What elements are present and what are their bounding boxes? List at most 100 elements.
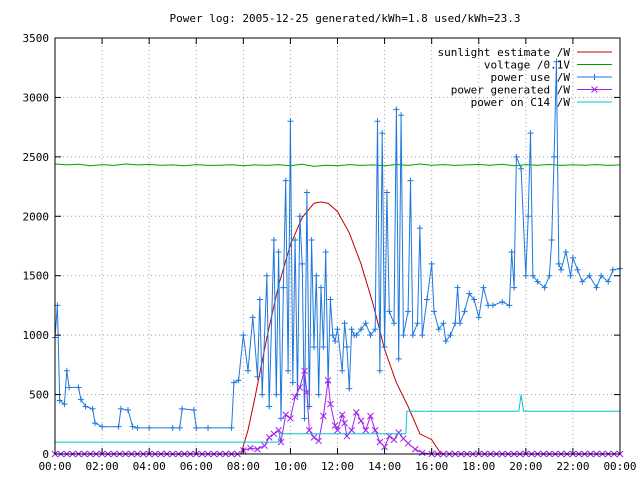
series-point: [569, 254, 576, 261]
series-point: [324, 376, 332, 384]
series-point: [259, 391, 266, 398]
x-tick-label: 08:00: [227, 460, 260, 473]
series-point: [376, 367, 383, 374]
series-4: [55, 394, 620, 443]
series-point: [553, 58, 560, 65]
series-point: [332, 338, 339, 345]
series-point: [146, 424, 153, 431]
series-point: [562, 248, 569, 255]
y-tick-label: 500: [29, 389, 49, 402]
series-point: [265, 434, 273, 441]
series-point: [228, 424, 235, 431]
legend-label: power on C14 /W: [471, 96, 571, 109]
series-point: [329, 332, 336, 339]
series-point: [348, 326, 355, 333]
series-point: [249, 314, 256, 321]
series-1: [54, 163, 621, 167]
series-point: [456, 320, 463, 327]
series-point: [414, 320, 421, 327]
series-point: [99, 423, 106, 430]
series-point: [275, 426, 282, 434]
series-point: [66, 384, 73, 391]
series-point: [390, 436, 398, 444]
series-2: [52, 58, 623, 431]
series-point: [551, 153, 558, 160]
series-point: [353, 332, 360, 339]
x-tick-label: 16:00: [415, 460, 448, 473]
series-point: [416, 225, 423, 232]
series-point: [256, 296, 263, 303]
series-point: [398, 112, 405, 119]
series-point: [508, 248, 515, 255]
series-point: [371, 426, 379, 434]
series-point: [275, 248, 282, 255]
x-tick-label: 00:00: [38, 460, 71, 473]
series-point: [381, 443, 388, 451]
series-point: [299, 260, 306, 267]
series-point: [555, 260, 562, 267]
series-point: [367, 332, 374, 339]
x-tick-label: 00:00: [603, 460, 636, 473]
series-point: [609, 266, 616, 273]
series-point: [338, 411, 346, 419]
series-point: [352, 409, 360, 416]
series-point: [169, 424, 176, 431]
series-point: [393, 106, 400, 113]
series-point: [282, 177, 289, 184]
y-tick-label: 1500: [23, 270, 50, 283]
series-point: [287, 118, 294, 125]
series-point: [322, 248, 329, 255]
series-point: [489, 302, 496, 309]
series-point: [525, 213, 532, 220]
x-tick-label: 14:00: [368, 460, 401, 473]
x-tick-label: 20:00: [509, 460, 542, 473]
series-point: [558, 266, 565, 273]
legend-marker: [591, 74, 598, 80]
series-point: [334, 426, 341, 434]
y-tick-label: 0: [42, 448, 49, 461]
series-point: [574, 266, 581, 273]
series-point: [428, 260, 435, 267]
series-point: [254, 373, 261, 380]
series-point: [593, 284, 600, 291]
series-point: [372, 326, 379, 333]
series-point: [586, 272, 593, 279]
x-tick-label: 06:00: [180, 460, 213, 473]
series-point: [320, 344, 327, 351]
series-point: [261, 442, 268, 450]
series-point: [176, 424, 183, 431]
series-point: [442, 338, 449, 345]
series-point: [273, 391, 280, 398]
series-point: [379, 130, 386, 137]
series-0: [55, 201, 620, 455]
series-point: [235, 377, 242, 384]
x-tick-label: 22:00: [556, 460, 589, 473]
series-point: [334, 326, 341, 333]
legend-label: power use /W: [491, 71, 571, 84]
axis-ticks: 0 500 1000 1500 2000 2500 3000 3500 00:00 02:00 04…: [23, 32, 637, 473]
series-point: [522, 272, 529, 279]
series-point: [411, 445, 419, 453]
series-point: [61, 401, 68, 408]
series-point: [548, 237, 555, 244]
series-point: [247, 444, 254, 452]
series-line: [55, 394, 620, 443]
series-point: [511, 284, 518, 291]
series-point: [301, 367, 308, 375]
series-point: [285, 367, 292, 374]
series-point: [134, 424, 141, 431]
series-point: [381, 344, 388, 351]
y-tick-label: 2000: [23, 210, 50, 223]
series-point: [513, 153, 520, 160]
series-point: [303, 388, 311, 396]
series-point: [193, 424, 200, 431]
series-point: [315, 391, 322, 398]
series-point: [306, 403, 313, 410]
series-point: [475, 314, 482, 321]
series-point: [339, 367, 346, 374]
legend-marker: [591, 86, 598, 93]
series-point: [362, 320, 369, 327]
series-point: [266, 403, 273, 410]
